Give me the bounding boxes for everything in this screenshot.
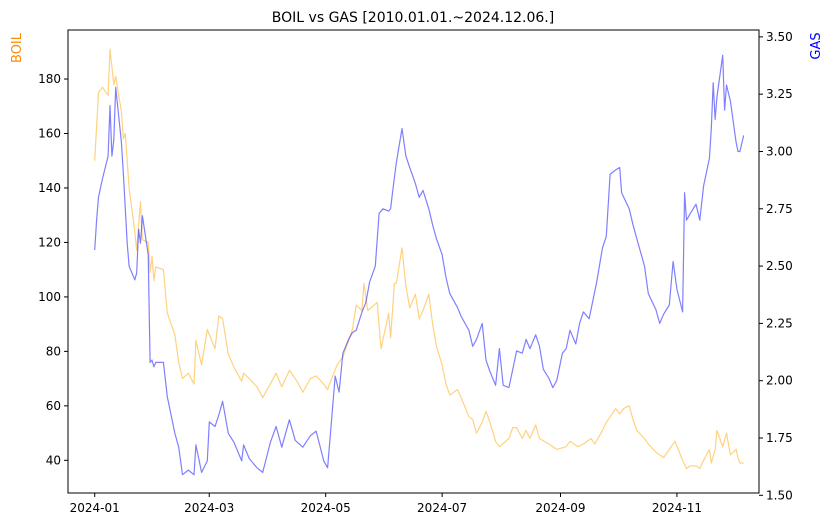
left-tick-label: 140: [38, 181, 61, 195]
right-tick-label: 2.00: [766, 374, 793, 388]
left-axis-label: BOIL: [10, 32, 25, 63]
left-tick-label: 160: [38, 126, 61, 140]
right-tick-label: 2.50: [766, 259, 793, 273]
right-tick-label: 3.50: [766, 30, 793, 44]
right-tick-label: 3.00: [766, 144, 793, 158]
x-tick-label: 2024-11: [652, 501, 702, 515]
series-layer: [94, 48, 745, 476]
x-tick-label: 2024-01: [70, 501, 120, 515]
chart-title: BOIL vs GAS [2010.01.01.~2024.12.06.]: [272, 10, 554, 26]
plot-frame: [67, 29, 760, 494]
x-tick-label: 2024-09: [535, 501, 585, 515]
right-tick-label: 1.50: [766, 488, 793, 502]
left-tick-label: 40: [46, 453, 61, 467]
right-tick-label: 3.25: [766, 87, 793, 101]
series-line-boil: [94, 48, 744, 470]
left-tick-label: 80: [46, 344, 61, 358]
right-tick-label: 2.75: [766, 202, 793, 216]
right-tick-label: 1.75: [766, 431, 793, 445]
left-tick-label: 180: [38, 72, 61, 86]
axes-layer: 2024-01 2024-03 2024-05 2024-07 2024-09 2024-…: [38, 30, 793, 515]
right-tick-label: 2.25: [766, 316, 793, 330]
left-tick-label: 120: [38, 235, 61, 249]
x-tick-label: 2024-05: [301, 501, 351, 515]
x-tick-label: 2024-07: [417, 501, 467, 515]
series-line-gas: [94, 54, 745, 476]
left-tick-label: 100: [38, 290, 61, 304]
x-tick-label: 2024-03: [184, 501, 234, 515]
right-axis-label: GAS: [809, 32, 824, 59]
left-tick-label: 60: [46, 399, 61, 413]
